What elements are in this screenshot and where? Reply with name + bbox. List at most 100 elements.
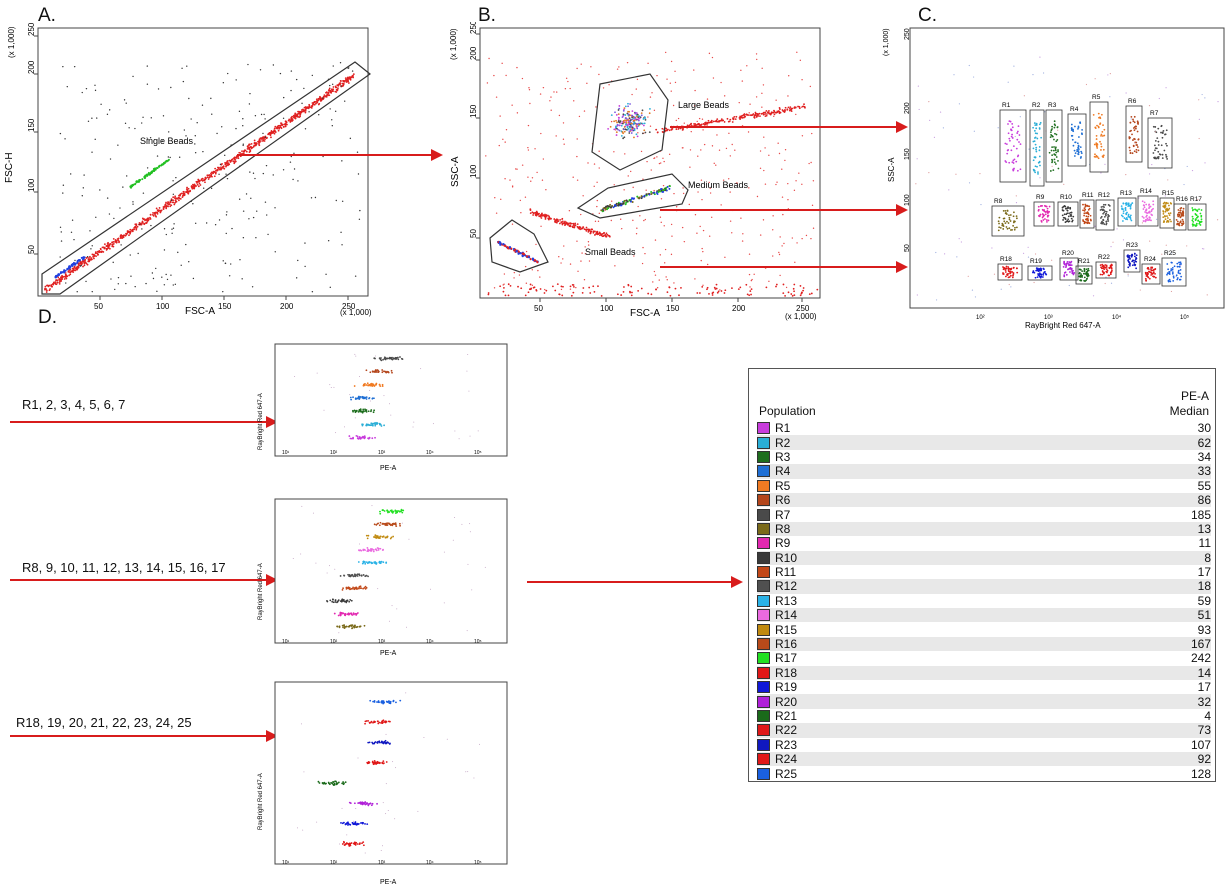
event-dot xyxy=(1101,221,1103,223)
x-tick-label: 10⁵ xyxy=(1180,314,1190,321)
arrows-b-to-c xyxy=(660,115,912,280)
table-cell-median: 107 xyxy=(1151,738,1211,752)
table-row: R6 86 xyxy=(757,493,1211,507)
x-tick-label: 10⁴ xyxy=(1112,314,1122,321)
event-dot xyxy=(1044,218,1046,220)
event-dot xyxy=(1152,270,1154,272)
color-swatch xyxy=(757,580,770,592)
region-label: R7 xyxy=(1150,110,1159,117)
event-dot xyxy=(1042,209,1044,211)
event-dot xyxy=(1064,272,1066,274)
event-dot xyxy=(392,536,394,538)
event-dot xyxy=(1163,221,1165,223)
event-dot xyxy=(1136,151,1138,153)
table-cell-median: 17 xyxy=(1151,680,1211,694)
event-dot xyxy=(367,561,369,563)
event-dot xyxy=(1191,207,1193,209)
region-label: R23 xyxy=(1126,242,1138,249)
color-swatch xyxy=(757,422,770,434)
event-dot xyxy=(1057,160,1059,162)
event-dot xyxy=(1134,253,1136,255)
event-dot xyxy=(1040,276,1042,278)
event-dot xyxy=(372,761,374,763)
event-dot xyxy=(1050,170,1052,172)
event-dot xyxy=(1130,152,1132,154)
event-dot xyxy=(1144,201,1146,203)
event-dot xyxy=(1000,227,1002,229)
event-dot xyxy=(359,436,361,438)
event-dot xyxy=(1176,279,1178,281)
event-dot xyxy=(1054,161,1056,163)
event-dot xyxy=(1096,138,1098,140)
event-dot xyxy=(1057,151,1059,153)
table-cell-median: 34 xyxy=(1151,450,1211,464)
event-dot xyxy=(1130,208,1132,210)
event-dot xyxy=(1009,219,1011,221)
event-dot xyxy=(1192,223,1194,225)
event-dot xyxy=(1197,220,1199,222)
event-dot xyxy=(1049,206,1051,208)
x-tick-label: 10³ xyxy=(378,860,386,866)
event-dot xyxy=(377,547,379,549)
axis-yscale-a: (x 1,000) xyxy=(7,26,16,58)
axis-xlabel-d3: PE-A xyxy=(380,879,397,886)
event-dot xyxy=(1019,134,1021,136)
event-dot xyxy=(1108,274,1110,276)
event-dot xyxy=(1192,225,1194,227)
event-dot xyxy=(1181,214,1183,216)
event-dot xyxy=(1198,208,1200,210)
event-dot xyxy=(1094,153,1096,155)
event-dot xyxy=(401,512,403,514)
event-dot xyxy=(1054,154,1056,156)
event-dot xyxy=(396,511,398,513)
event-dot xyxy=(1182,213,1184,215)
event-dot xyxy=(375,384,377,386)
event-dot xyxy=(364,801,366,803)
event-dot xyxy=(1062,206,1064,208)
event-dot xyxy=(368,410,370,412)
event-dot xyxy=(362,801,364,803)
event-dot xyxy=(1069,271,1071,273)
event-dot xyxy=(1105,224,1107,226)
table-row: R2 62 xyxy=(757,435,1211,449)
event-dot xyxy=(1008,162,1010,164)
table-cell-population: R19 xyxy=(775,680,1151,694)
x-tick-label: 50 xyxy=(534,304,543,313)
x-tick-label: 10¹ xyxy=(282,450,290,456)
event-dot xyxy=(1078,126,1080,128)
event-dot xyxy=(349,438,351,440)
event-dot xyxy=(1122,216,1124,218)
event-dot xyxy=(1195,218,1197,220)
table-cell-median: 17 xyxy=(1151,565,1211,579)
event-dot xyxy=(349,843,351,845)
event-dot xyxy=(1051,128,1053,130)
event-dot xyxy=(1010,214,1012,216)
event-dot xyxy=(1102,209,1104,211)
event-dot xyxy=(1015,161,1017,163)
table-row: R15 93 xyxy=(757,622,1211,636)
event-dot xyxy=(1151,266,1153,268)
event-dot xyxy=(1153,152,1155,154)
event-dot xyxy=(369,437,371,439)
event-dot xyxy=(1088,213,1090,215)
region-label: R12 xyxy=(1098,192,1110,199)
event-dot xyxy=(1051,146,1053,148)
table-cell-median: 11 xyxy=(1151,536,1211,550)
event-dot xyxy=(337,626,339,628)
event-dot xyxy=(382,760,384,762)
event-dot xyxy=(1182,210,1184,212)
event-dot xyxy=(1121,208,1123,210)
event-dot xyxy=(1167,217,1169,219)
event-dot xyxy=(1134,255,1136,257)
event-dot xyxy=(1016,226,1018,228)
event-dot xyxy=(334,601,336,603)
event-dot xyxy=(1102,219,1104,221)
event-dot xyxy=(1067,269,1069,271)
table-row: R10 8 xyxy=(757,551,1211,565)
event-dot xyxy=(1072,135,1074,137)
event-dot xyxy=(1005,212,1007,214)
event-dot xyxy=(1194,224,1196,226)
event-dot xyxy=(1045,273,1047,275)
event-dot xyxy=(389,743,391,745)
event-dot xyxy=(336,601,338,603)
